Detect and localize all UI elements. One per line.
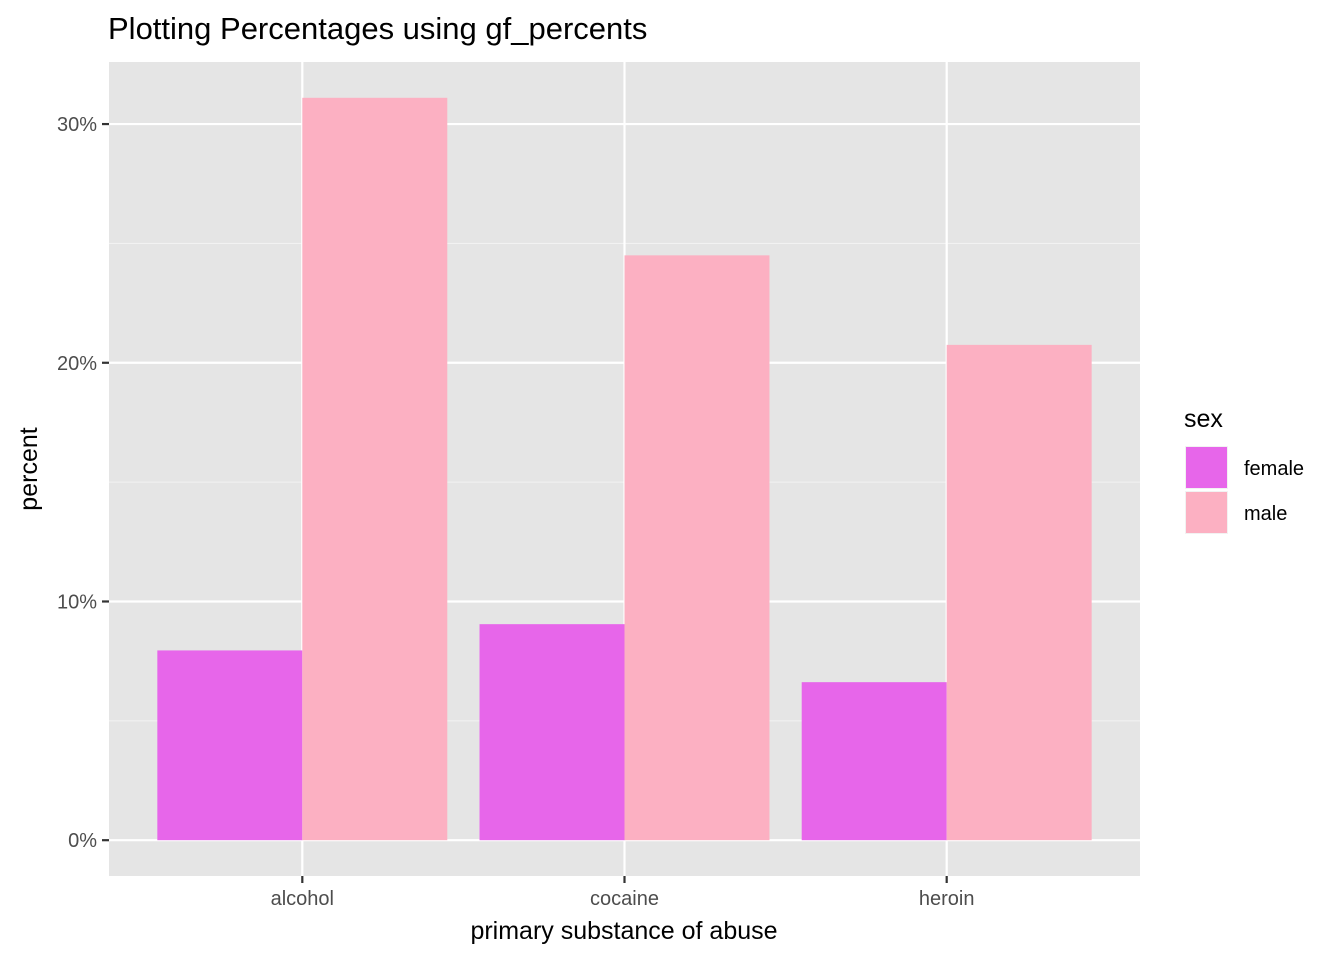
x-tick-label: heroin — [919, 888, 975, 910]
legend-items: female male — [1185, 446, 1304, 534]
bar-male-cocaine — [624, 255, 770, 841]
y-axis: 0% 10% 20% 30% — [57, 114, 109, 852]
legend-label-female: female — [1244, 458, 1304, 480]
bar-female-alcohol — [157, 650, 303, 841]
y-tick-label: 30% — [57, 114, 97, 136]
y-tick-label: 0% — [68, 830, 97, 852]
y-axis-title: percent — [15, 427, 43, 510]
x-tick-label: cocaine — [590, 888, 659, 910]
x-axis: alcohol cocaine heroin — [271, 876, 975, 910]
y-tick-label: 10% — [57, 591, 97, 613]
legend-swatch-male — [1186, 492, 1227, 533]
legend-label-male: male — [1244, 503, 1287, 525]
bar-female-cocaine — [479, 624, 625, 841]
chart-title: Plotting Percentages using gf_percents — [108, 11, 647, 46]
bar-female-heroin — [801, 682, 947, 841]
bars — [157, 97, 1092, 841]
x-tick-label: alcohol — [271, 888, 334, 910]
legend: sex female male — [1184, 405, 1304, 534]
bar-male-alcohol — [302, 97, 448, 841]
legend-title: sex — [1184, 405, 1223, 433]
legend-swatch-female — [1186, 447, 1227, 488]
bar-male-heroin — [946, 344, 1092, 841]
x-axis-title: primary substance of abuse — [470, 917, 777, 945]
y-tick-label: 20% — [57, 353, 97, 375]
